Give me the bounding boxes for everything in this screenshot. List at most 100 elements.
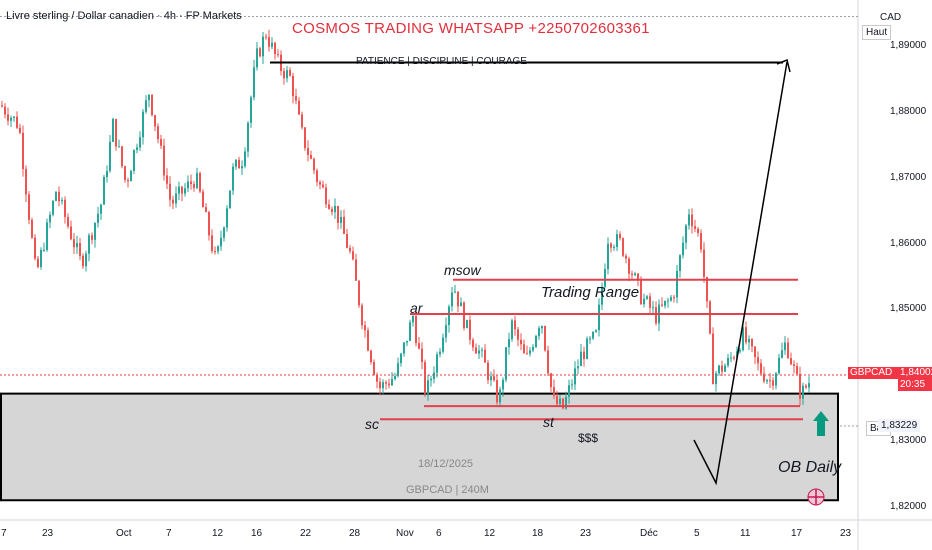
candle-body [313, 158, 315, 171]
ob-daily-label: OB Daily [778, 459, 842, 476]
candle-body [43, 249, 45, 251]
candle-body [157, 126, 159, 140]
candle-body [364, 325, 366, 331]
time-tick-label: Oct [116, 528, 132, 539]
candle-body [100, 204, 102, 214]
candle-body [769, 380, 771, 382]
candle-body [445, 325, 447, 338]
candle-body [172, 199, 174, 204]
candle-body [541, 326, 543, 329]
candle-body [397, 363, 399, 377]
candle-body [538, 328, 540, 337]
candle-body [733, 357, 735, 359]
candle-body [88, 235, 90, 254]
candle-body [196, 172, 198, 189]
candle-body [478, 350, 480, 354]
candle-body [94, 222, 96, 240]
candle-body [235, 159, 237, 167]
candle-body [697, 228, 699, 234]
candle-body [4, 106, 6, 115]
price-tick-label: 1,85000 [890, 303, 927, 315]
candle-body [229, 190, 231, 209]
candle-body [184, 188, 186, 194]
st-label: st [543, 414, 554, 430]
trading-range-label: Trading Range [541, 284, 640, 301]
candle-body [508, 339, 510, 348]
candle-body [391, 379, 393, 386]
candle-body [700, 233, 702, 250]
price-tick-label: 1,88000 [890, 105, 927, 117]
candle-body [250, 97, 252, 123]
candle-body [535, 336, 537, 347]
candle-body [781, 350, 783, 358]
candle-body [448, 306, 450, 326]
price-tick-label: 1,86000 [890, 237, 927, 249]
candle-body [520, 339, 522, 345]
candle-body [217, 246, 219, 252]
candle-body [85, 253, 87, 267]
candle-body [685, 225, 687, 243]
time-tick-label: 12 [212, 528, 224, 539]
candle-body [394, 376, 396, 380]
brand-banner: COSMOS TRADING WHATSAPP +2250702603361 [292, 20, 650, 37]
candle-body [628, 258, 630, 274]
candle-body [70, 226, 72, 240]
candle-body [46, 222, 48, 250]
candle-body [334, 205, 336, 213]
candle-body [22, 132, 24, 169]
candle-body [328, 204, 330, 209]
candle-body [82, 255, 84, 267]
candle-body [259, 48, 261, 57]
candle-body [271, 42, 273, 47]
countdown-value: 20:35 [900, 379, 926, 390]
candle-body [121, 146, 123, 167]
candle-body [265, 36, 267, 38]
price-tick-label: 1,89000 [890, 40, 927, 52]
candle-body [319, 181, 321, 185]
currency-label[interactable]: CAD [880, 12, 902, 23]
candle-body [64, 199, 66, 218]
candle-body [241, 166, 243, 169]
candle-body [130, 170, 132, 182]
candle-body [721, 365, 723, 372]
candle-body [466, 319, 468, 329]
candle-body [532, 346, 534, 351]
candle-body [484, 349, 486, 363]
candle-body [211, 235, 213, 252]
sc-label: sc [365, 416, 379, 432]
msow-label: msow [444, 262, 481, 278]
candle-body [661, 304, 663, 306]
candle-body [760, 363, 762, 374]
candle-body [649, 296, 651, 308]
candle-body [118, 146, 120, 148]
candle-body [493, 376, 495, 381]
candle-body [547, 350, 549, 374]
candle-body [457, 291, 459, 307]
candle-body [193, 184, 195, 189]
candle-body [136, 147, 138, 150]
candle-body [370, 350, 372, 363]
candle-body [751, 339, 753, 347]
candle-body [808, 383, 810, 388]
candle-body [640, 279, 642, 305]
candle-body [277, 54, 279, 56]
candle-body [514, 320, 516, 330]
candle-body [619, 234, 621, 239]
candle-body [109, 141, 111, 171]
candle-body [679, 255, 681, 271]
candle-body [757, 357, 759, 364]
candle-body [40, 250, 42, 268]
candle-body [19, 127, 21, 133]
watermark-info: GBPCAD | 240M [406, 484, 489, 496]
candle-body [775, 373, 777, 386]
candle-body [142, 111, 144, 138]
candle-body [301, 114, 303, 128]
candle-body [748, 339, 750, 343]
candle-body [460, 302, 462, 307]
time-tick-label: 17 [791, 528, 803, 539]
candle-body [787, 342, 789, 359]
candle-body [73, 239, 75, 248]
candle-body [439, 351, 441, 355]
